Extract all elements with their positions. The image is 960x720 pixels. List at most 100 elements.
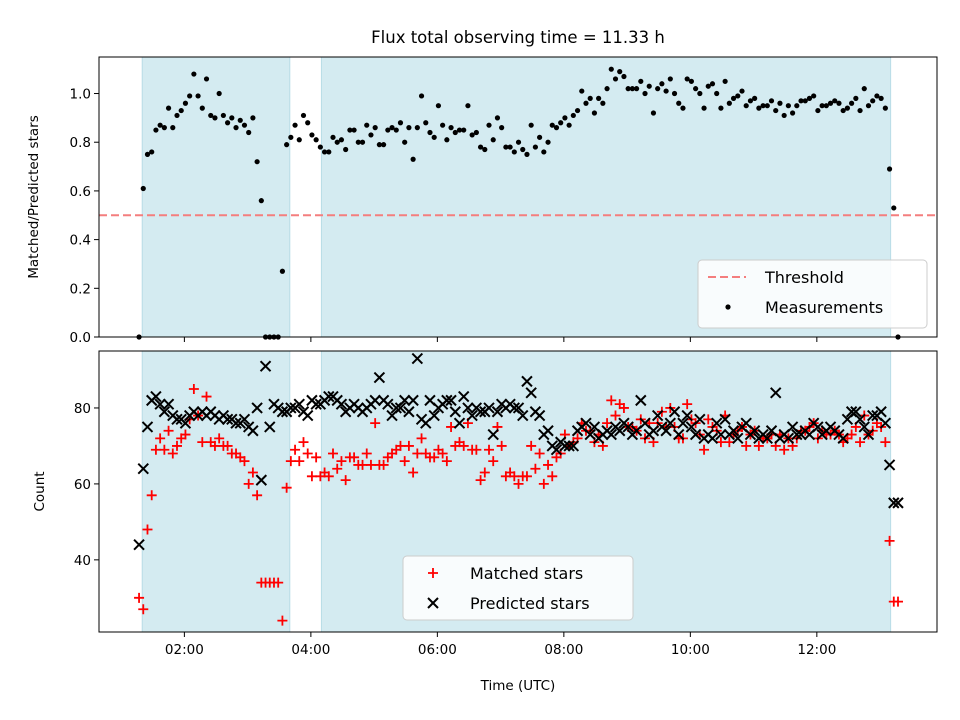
measurement-point	[317, 144, 323, 150]
measurement-point	[364, 122, 370, 128]
matched-star-point	[429, 452, 440, 463]
measurement-point	[292, 122, 298, 128]
predicted-star-point	[761, 432, 773, 445]
matched-star-point	[441, 456, 452, 467]
measurement-point	[170, 125, 176, 131]
measurement-point	[229, 115, 235, 121]
predicted-star-point	[398, 394, 411, 407]
measurement-point	[650, 110, 657, 116]
predicted-star-point	[407, 394, 419, 407]
measurement-point	[794, 103, 800, 109]
matched-star-point	[243, 478, 254, 489]
measurement-point	[798, 98, 804, 104]
predicted-star-point	[660, 425, 672, 437]
predicted-star-point	[394, 402, 407, 414]
predicted-star-point	[373, 371, 386, 384]
predicted-star-point	[858, 421, 870, 433]
measurement-point	[566, 122, 572, 128]
measurement-point	[427, 129, 433, 136]
y-axis-label: Matched/Predicted stars	[26, 115, 42, 278]
measurement-point	[608, 66, 614, 72]
measurement-point	[600, 100, 606, 106]
predicted-star-point	[474, 406, 487, 418]
predicted-star-point	[862, 428, 875, 441]
measurement-point	[355, 139, 361, 145]
x-tick-label: 04:00	[291, 642, 330, 658]
y-tick-label: 0.6	[70, 184, 91, 200]
matched-star-point	[155, 433, 166, 444]
measurement-point	[638, 78, 644, 84]
measurement-point	[376, 142, 382, 148]
matched-star-point	[403, 440, 414, 451]
y-tick-label: 0.8	[70, 135, 91, 151]
measurement-point	[195, 93, 201, 99]
measurement-point	[629, 86, 635, 92]
measurement-point	[140, 185, 146, 192]
matched-star-point	[365, 459, 376, 470]
measurement-point	[659, 81, 665, 87]
measurement-point	[558, 120, 564, 126]
matched-star-point	[222, 440, 233, 451]
matched-star-point	[526, 440, 537, 451]
measurement-point	[385, 127, 391, 133]
predicted-star-point	[694, 413, 706, 426]
measurement-point	[499, 125, 505, 131]
predicted-star-point	[580, 417, 592, 429]
matched-star-point	[471, 444, 482, 455]
legend: Matched stars Predicted stars	[402, 555, 634, 621]
legend-box	[402, 555, 634, 621]
measurement-point	[520, 146, 526, 153]
measurement-point	[338, 137, 345, 143]
measurement-point	[149, 149, 155, 155]
measurement-point	[212, 115, 218, 121]
measurement-point	[393, 127, 399, 133]
predicted-star-point	[850, 406, 862, 418]
measurement-point	[688, 78, 694, 84]
predicted-star-point	[428, 409, 440, 422]
matched-star-point	[328, 448, 339, 459]
predicted-star-point	[453, 417, 466, 429]
measurement-point	[465, 103, 471, 109]
measurement-point	[494, 115, 501, 121]
matched-star-point	[538, 478, 549, 489]
measurement-point	[671, 90, 678, 97]
matched-star-point	[416, 433, 427, 444]
predicted-star-point	[285, 402, 297, 414]
measurement-point	[819, 103, 825, 109]
measurement-point	[633, 86, 640, 92]
measurement-point	[553, 125, 560, 131]
predicted-star-point	[681, 409, 693, 422]
predicted-star-point	[791, 428, 803, 441]
measurement-point	[878, 95, 884, 101]
matched-star-point	[543, 459, 554, 470]
x-axis-label: Time (UTC)	[480, 678, 556, 694]
measurement-point	[714, 90, 720, 97]
predicted-star-point	[888, 497, 900, 509]
predicted-star-point	[259, 360, 272, 372]
measurement-point	[279, 268, 286, 274]
measurement-point	[233, 125, 239, 131]
predicted-star-point	[584, 428, 596, 441]
predicted-star-point	[550, 444, 563, 456]
measurement-point	[735, 93, 741, 99]
matched-star-point	[880, 437, 891, 448]
measurement-point	[469, 132, 475, 138]
measurement-point	[693, 86, 699, 92]
measurement-point	[237, 117, 243, 123]
predicted-star-point	[879, 417, 892, 429]
matched-star-point	[197, 437, 208, 448]
observing-interval	[142, 57, 290, 337]
predicted-star-point	[179, 417, 192, 429]
predicted-star-point	[310, 398, 322, 410]
measurement-point	[440, 122, 446, 128]
predicted-star-point	[323, 390, 335, 403]
matched-star-point	[370, 418, 381, 429]
measurement-point	[368, 132, 374, 138]
measurement-point	[191, 71, 197, 77]
matched-star-point	[294, 456, 305, 467]
measurement-point	[473, 129, 479, 136]
matched-star-point	[479, 467, 490, 478]
measurement-point	[477, 144, 484, 150]
measurement-point	[347, 127, 353, 133]
predicted-star-point	[462, 402, 474, 414]
